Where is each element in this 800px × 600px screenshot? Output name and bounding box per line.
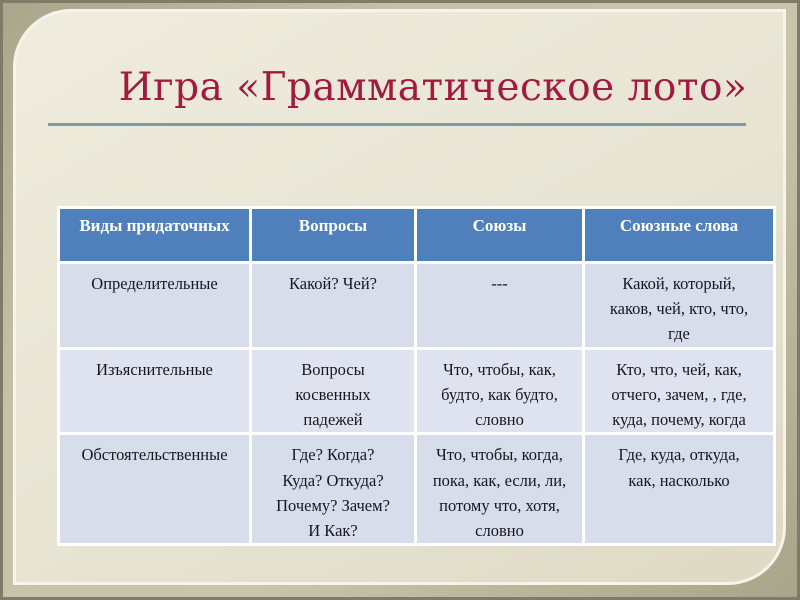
table-header-row: Виды придаточных Вопросы Союзы Союзные с…: [60, 209, 773, 261]
table-row: Изъяснительные Вопросы косвенных падежей…: [60, 349, 773, 433]
slide-title: Игра «Грамматическое лото»: [118, 65, 748, 110]
table-cell: Что, чтобы, как, будто, как будто, словн…: [417, 349, 582, 433]
table-cell: Вопросы косвенных падежей: [252, 349, 414, 433]
table-cell: Где, куда, откуда, как, насколько: [585, 435, 773, 544]
table-cell: Какой, который, каков, чей, кто, что, гд…: [585, 264, 773, 347]
table-row: Обстоятельственные Где? Когда? Куда? Отк…: [60, 435, 773, 544]
table-cell: Что, чтобы, когда, пока, как, если, ли, …: [417, 435, 582, 544]
table-cell: Определительные: [60, 264, 249, 347]
column-header-conjunctions: Союзы: [417, 209, 582, 261]
table-cell: Кто, что, чей, как, отчего, зачем, , где…: [585, 349, 773, 433]
table-cell: Изъяснительные: [60, 349, 249, 433]
table-row: Определительные Какой? Чей? --- Какой, к…: [60, 264, 773, 347]
title-underline: [48, 123, 746, 126]
column-header-connective-words: Союзные слова: [585, 209, 773, 261]
table-cell: Где? Когда? Куда? Откуда? Почему? Зачем?…: [252, 435, 414, 544]
column-header-questions: Вопросы: [252, 209, 414, 261]
column-header-clause-types: Виды придаточных: [60, 209, 249, 261]
table-cell: Обстоятельственные: [60, 435, 249, 544]
table-cell: Какой? Чей?: [252, 264, 414, 347]
grammar-lotto-table: Виды придаточных Вопросы Союзы Союзные с…: [57, 206, 776, 547]
table-cell: ---: [417, 264, 582, 347]
